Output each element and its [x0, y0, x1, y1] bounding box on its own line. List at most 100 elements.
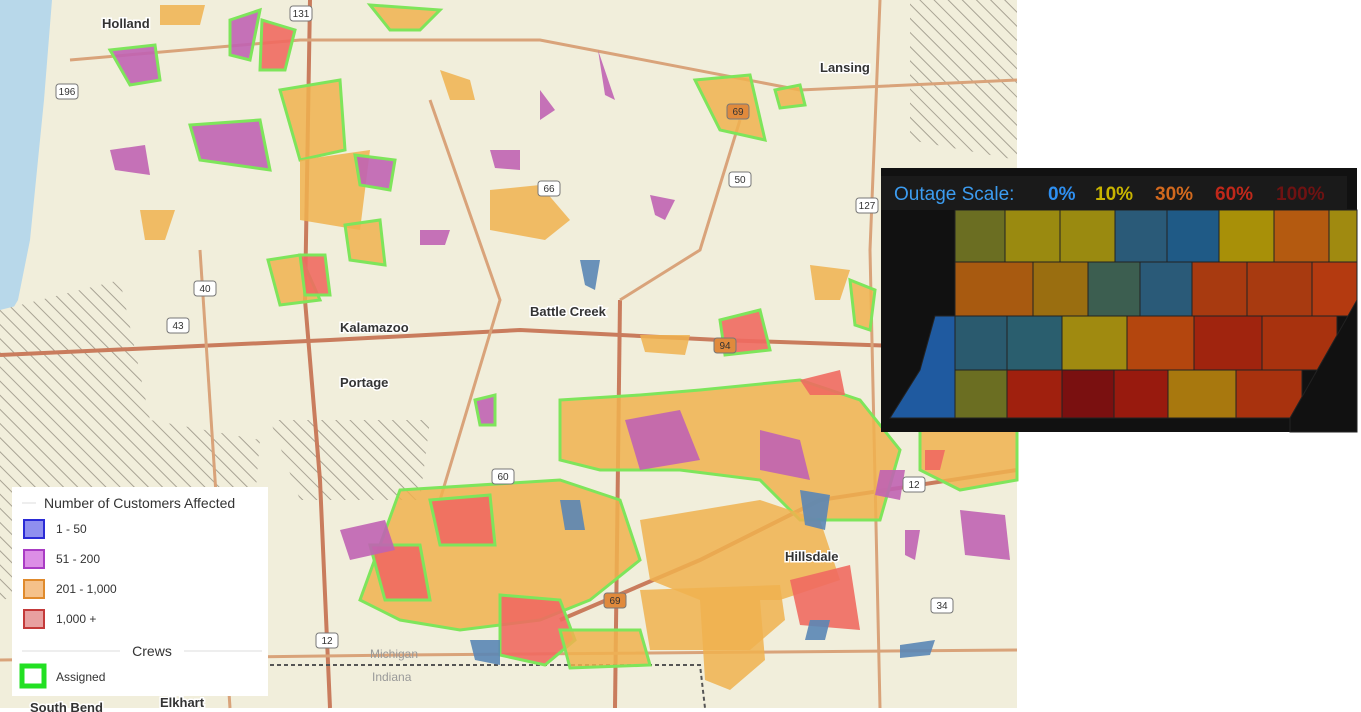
shape [1006, 315, 1063, 371]
outage-area [580, 260, 600, 290]
route-number: 60 [497, 472, 509, 483]
shape [1139, 261, 1193, 317]
road [868, 0, 882, 709]
outage-area [558, 378, 902, 522]
shape [491, 468, 515, 485]
place-label: Kalamazoo [340, 320, 409, 335]
route-shield: 60 [491, 468, 515, 485]
road [428, 99, 502, 501]
route-number: 127 [859, 201, 876, 212]
outage-area [278, 78, 347, 162]
outage-area [1289, 298, 1358, 433]
outage-area [760, 430, 810, 480]
place-label: South Bend [30, 700, 103, 712]
shape [193, 280, 217, 297]
outage-area [440, 70, 475, 100]
shape [954, 209, 1006, 263]
shape [954, 261, 1034, 317]
outage-area [107, 43, 162, 87]
shape [1113, 369, 1169, 419]
route-number: 34 [936, 601, 948, 612]
hatched-area [910, 0, 1017, 160]
outage-area [340, 520, 395, 560]
outage-area [905, 530, 920, 560]
outage-area [800, 490, 830, 530]
outage-area [343, 218, 387, 267]
state-label: Michigan [370, 647, 418, 661]
outage-area [640, 335, 690, 355]
outage-area [640, 500, 840, 600]
legend-swatch [23, 549, 45, 569]
legend-label: 1,000 + [56, 612, 96, 626]
legend-label: 201 - 1,000 [56, 582, 117, 596]
county-grid [889, 209, 1358, 433]
shape [1235, 369, 1303, 419]
route-shield: 12 [902, 476, 926, 493]
scale-level: 60% [1215, 184, 1253, 205]
outage-area [598, 50, 615, 100]
road [69, 38, 1018, 92]
outage-area [490, 150, 520, 170]
route-number: 131 [293, 9, 310, 20]
shape [1032, 261, 1089, 317]
shape [1061, 369, 1115, 419]
road [0, 327, 1018, 357]
shape [1004, 209, 1061, 263]
shape [1167, 369, 1237, 419]
route-number: 66 [543, 184, 555, 195]
outage-area [228, 7, 262, 62]
shape [1218, 209, 1275, 263]
route-shield: 50 [728, 171, 752, 188]
route-number: 43 [172, 321, 184, 332]
outage-area [353, 153, 397, 192]
outage-area [300, 150, 370, 230]
shape [1061, 315, 1128, 371]
route-shield: 131 [289, 5, 313, 22]
lake [0, 0, 52, 330]
route-shield: 12 [315, 632, 339, 649]
outage-area [700, 600, 765, 690]
scale-level: 0% [1048, 184, 1076, 205]
route-number: 69 [732, 107, 744, 118]
shape [1059, 209, 1116, 263]
shape [728, 171, 752, 188]
shape [954, 369, 1008, 419]
shape [55, 83, 79, 100]
outage-area [848, 277, 877, 333]
outage-area [490, 185, 570, 240]
inset-header [881, 176, 1347, 210]
shape [537, 180, 561, 197]
route-number: 69 [609, 596, 621, 607]
place-label: Elkhart [160, 695, 205, 710]
outage-area [160, 5, 205, 25]
outage-area [540, 90, 555, 120]
route-shield: 69 [603, 592, 627, 609]
route-number: 40 [199, 284, 211, 295]
shape [1166, 209, 1220, 263]
route-number: 12 [321, 636, 333, 647]
shape [1246, 261, 1313, 317]
route-shield: 94 [713, 337, 737, 354]
outage-area [188, 118, 272, 172]
legend-label: 1 - 50 [56, 522, 87, 536]
route-shield: 66 [537, 180, 561, 197]
route-shield: 69 [726, 103, 750, 120]
legend-swatch [23, 609, 45, 629]
outage-area [258, 18, 297, 72]
shape [726, 103, 750, 120]
shape [855, 197, 879, 214]
route-shields: 131 196 69 66 50 127 40 43 94 60 12 69 3… [55, 5, 954, 649]
place-label: Holland [102, 16, 150, 31]
place-label: Battle Creek [530, 304, 607, 319]
place-label: Portage [340, 375, 388, 390]
shape [1311, 261, 1358, 317]
outage-scale-inset: Outage Scale: 0% 10% 30% 60% 100% [881, 168, 1358, 433]
outage-area [650, 195, 675, 220]
outage-area [560, 500, 585, 530]
state-line [270, 664, 706, 709]
route-shield: 196 [55, 83, 79, 100]
state-label: Indiana [372, 670, 412, 684]
outage-area [420, 230, 450, 245]
route-number: 12 [908, 480, 920, 491]
outage-area [298, 253, 332, 297]
